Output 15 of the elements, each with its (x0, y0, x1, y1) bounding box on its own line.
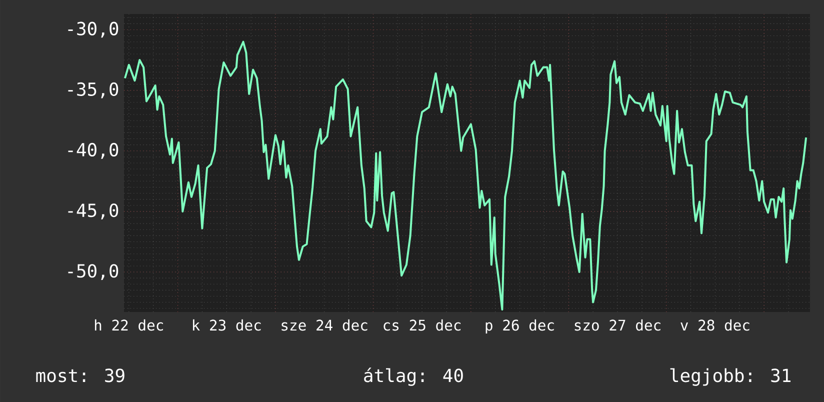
y-tick-label: -40,0 (68, 142, 118, 159)
x-tick-label: szo 27 dec (574, 319, 660, 331)
text: legjobb: 31 (670, 368, 790, 386)
x-tick-label: h 22 dec (94, 319, 163, 331)
x-tick-label: k 23 dec (192, 319, 261, 331)
x-tick-label: cs 25 dec (384, 319, 461, 331)
x-tick-label: sze 24 dec (282, 319, 368, 331)
x-tick-label: v 28 dec (680, 319, 750, 331)
text: most: 39 (36, 368, 124, 382)
x-tick-label: p 26 dec (486, 319, 554, 334)
y-tick-label: -45,0 (68, 204, 118, 220)
y-tick-label: -35,0 (68, 82, 118, 98)
y-tick-label: -50,0 (68, 264, 118, 280)
y-tick-label: -30,0 (68, 22, 118, 38)
text: átlag: 40 (364, 368, 463, 386)
